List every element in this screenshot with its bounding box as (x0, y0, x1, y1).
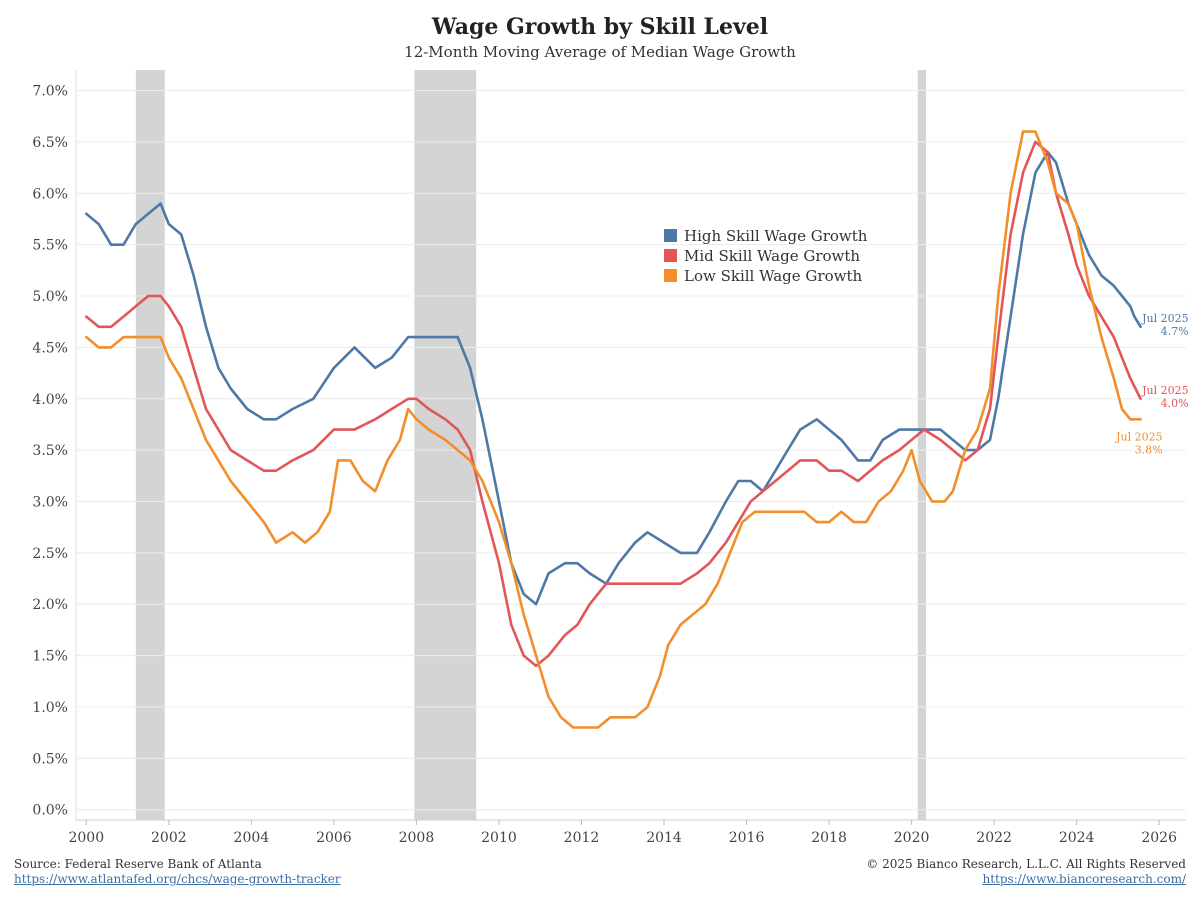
y-tick-label: 3.0% (32, 495, 68, 511)
y-tick-label: 6.5% (32, 135, 68, 151)
gridlines (76, 90, 1186, 811)
y-tick-label: 0.0% (32, 803, 68, 819)
legend-entry: Low Skill Wage Growth (684, 267, 862, 285)
source-link[interactable]: https://www.atlantafed.org/chcs/wage-gro… (14, 872, 341, 886)
legend-swatch (664, 229, 677, 242)
chart-title: Wage Growth by Skill Level (431, 14, 769, 40)
y-tick-label: 5.0% (32, 289, 68, 305)
x-tick-label: 2008 (399, 830, 435, 846)
x-tick-label: 2016 (729, 830, 765, 846)
x-tick-label: 2020 (894, 830, 930, 846)
x-tick-label: 2026 (1141, 830, 1177, 846)
series-line (85, 150, 1142, 606)
recession-band (917, 70, 927, 820)
x-tick-label: 2022 (976, 830, 1012, 846)
x-tick-label: 2002 (151, 830, 187, 846)
x-tick-label: 2000 (68, 830, 104, 846)
y-tick-label: 4.5% (32, 340, 68, 356)
end-label-date: Jul 2025 (1115, 430, 1163, 443)
y-tick-label: 3.5% (32, 443, 68, 459)
x-tick-label: 2006 (316, 830, 352, 846)
x-tick-label: 2010 (481, 830, 517, 846)
y-tick-label: 1.0% (32, 700, 68, 716)
recession-bands (135, 70, 927, 820)
y-tick-label: 1.5% (32, 649, 68, 665)
series-lines (85, 130, 1142, 729)
x-tick-label: 2004 (234, 830, 270, 846)
axes: 0.0% 0.5% 1.0% 1.5% 2.0% 2.5% 3.0% 3.5% 4.0% 4.5%… (32, 70, 1186, 846)
x-tick-label: 2012 (564, 830, 600, 846)
source-text: Source: Federal Reserve Bank of Atlanta (14, 857, 262, 871)
copyright-text: © 2025 Bianco Research, L.L.C. All Right… (866, 857, 1186, 871)
chart-subtitle: 12-Month Moving Average of Median Wage G… (404, 43, 796, 61)
y-tick-label: 0.5% (32, 751, 68, 767)
y-tick-label: 5.5% (32, 238, 68, 254)
legend: High Skill Wage Growth Mid Skill Wage Gro… (664, 227, 868, 285)
copyright-note: © 2025 Bianco Research, L.L.C. All Right… (866, 857, 1186, 887)
x-tick-label: 2018 (811, 830, 847, 846)
y-tick-label: 2.0% (32, 597, 68, 613)
x-tick-label: 2014 (646, 830, 682, 846)
series-line (85, 130, 1142, 729)
recession-band (135, 70, 165, 820)
legend-entry: High Skill Wage Growth (684, 227, 868, 245)
legend-entry: Mid Skill Wage Growth (684, 247, 860, 265)
source-note: Source: Federal Reserve Bank of Atlanta … (14, 857, 341, 887)
y-tick-label: 4.0% (32, 392, 68, 408)
end-label-value: 3.8% (1135, 443, 1163, 456)
x-tick-label: 2024 (1059, 830, 1095, 846)
end-label-date: Jul 2025 (1141, 312, 1189, 325)
end-label-value: 4.7% (1161, 325, 1189, 338)
end-label-date: Jul 2025 (1141, 384, 1189, 397)
legend-swatch (664, 269, 677, 282)
series-line (85, 140, 1142, 668)
y-tick-label: 7.0% (32, 84, 68, 100)
legend-swatch (664, 249, 677, 262)
y-tick-label: 2.5% (32, 546, 68, 562)
y-tick-label: 6.0% (32, 186, 68, 202)
site-link[interactable]: https://www.biancoresearch.com/ (982, 872, 1186, 886)
end-label-value: 4.0% (1161, 397, 1189, 410)
